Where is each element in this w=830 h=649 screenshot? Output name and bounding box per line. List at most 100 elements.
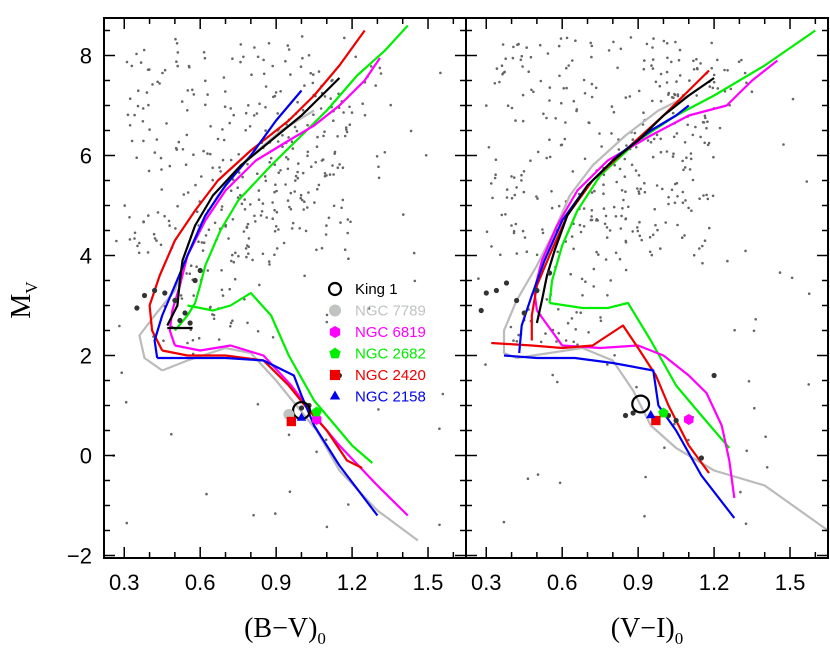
member-star (521, 310, 527, 316)
field-star (231, 319, 234, 323)
field-star (125, 60, 129, 64)
field-star (439, 71, 442, 75)
field-star (675, 132, 679, 135)
x-tick-label: 0.6 (547, 570, 578, 595)
field-star (745, 81, 748, 85)
field-star (259, 214, 263, 217)
field-star (692, 253, 696, 257)
field-star (583, 92, 587, 95)
field-star (242, 230, 246, 233)
legend-label: NGC 2158 (355, 389, 426, 406)
field-star (655, 133, 659, 137)
field-star (747, 380, 751, 383)
field-star (409, 129, 413, 133)
field-star (256, 55, 260, 59)
field-star (148, 68, 151, 71)
y-tick-label: 0 (80, 444, 92, 469)
field-star (525, 46, 528, 49)
field-star (555, 340, 558, 343)
field-star (536, 197, 539, 200)
field-star (332, 173, 335, 176)
isochrone-line (535, 77, 715, 324)
field-star (186, 341, 189, 345)
field-star (413, 279, 417, 283)
field-star (375, 155, 379, 158)
clump-marker (631, 394, 651, 414)
field-star (661, 187, 664, 191)
field-star (167, 219, 171, 223)
field-star (615, 180, 618, 184)
field-star (546, 52, 550, 55)
field-star (176, 51, 180, 54)
legend-label: NGC 6819 (355, 324, 426, 341)
isochrone-line (174, 344, 409, 517)
field-star (570, 235, 574, 238)
field-star (377, 165, 380, 169)
field-star (539, 340, 543, 344)
field-star (681, 190, 685, 194)
field-star (648, 250, 652, 254)
field-star (288, 205, 291, 209)
field-star (237, 153, 240, 156)
field-star (271, 201, 274, 204)
field-star (671, 111, 675, 115)
field-star (256, 330, 260, 333)
isochrone-line (187, 291, 374, 464)
field-star (500, 213, 504, 217)
field-star (579, 230, 583, 234)
field-star (652, 37, 655, 40)
field-star (619, 47, 623, 51)
field-star (307, 191, 310, 194)
field-star (580, 277, 584, 281)
field-star (572, 99, 576, 103)
field-star (688, 79, 691, 82)
field-star (291, 221, 295, 225)
member-star (514, 297, 520, 304)
field-star (584, 280, 587, 284)
field-star (306, 150, 310, 154)
field-star (499, 253, 502, 257)
field-star (571, 59, 574, 62)
field-star (502, 71, 505, 75)
field-star (557, 204, 561, 208)
field-star (526, 477, 530, 481)
field-star (218, 166, 221, 169)
isochrone-line (153, 89, 303, 359)
field-star (133, 113, 136, 117)
field-star (159, 243, 163, 247)
field-star (176, 64, 179, 68)
field-star (624, 239, 628, 243)
field-star (536, 473, 540, 476)
field-star (189, 328, 193, 332)
field-star (629, 36, 633, 39)
field-star (209, 305, 212, 309)
field-star (643, 190, 647, 194)
field-star (686, 123, 689, 127)
field-star (307, 54, 311, 57)
field-star (682, 168, 685, 172)
clump-marker (286, 416, 297, 427)
field-star (272, 95, 275, 99)
member-star (483, 290, 489, 296)
field-star (598, 132, 601, 135)
field-star (142, 220, 145, 224)
field-star (538, 43, 542, 47)
field-star (674, 40, 677, 44)
field-star (192, 294, 195, 297)
field-star (289, 191, 293, 195)
field-star (529, 55, 533, 59)
field-star (267, 42, 271, 45)
y-tick-label: 6 (80, 144, 92, 169)
field-star (271, 336, 275, 339)
field-star (654, 223, 657, 227)
field-star (548, 138, 551, 141)
field-star (514, 119, 517, 122)
field-star (311, 81, 315, 85)
field-star (610, 105, 614, 108)
field-star (667, 195, 670, 199)
field-star (220, 288, 224, 292)
field-star (231, 57, 234, 60)
field-star (574, 328, 577, 331)
field-star (221, 294, 225, 297)
field-star (243, 198, 246, 201)
